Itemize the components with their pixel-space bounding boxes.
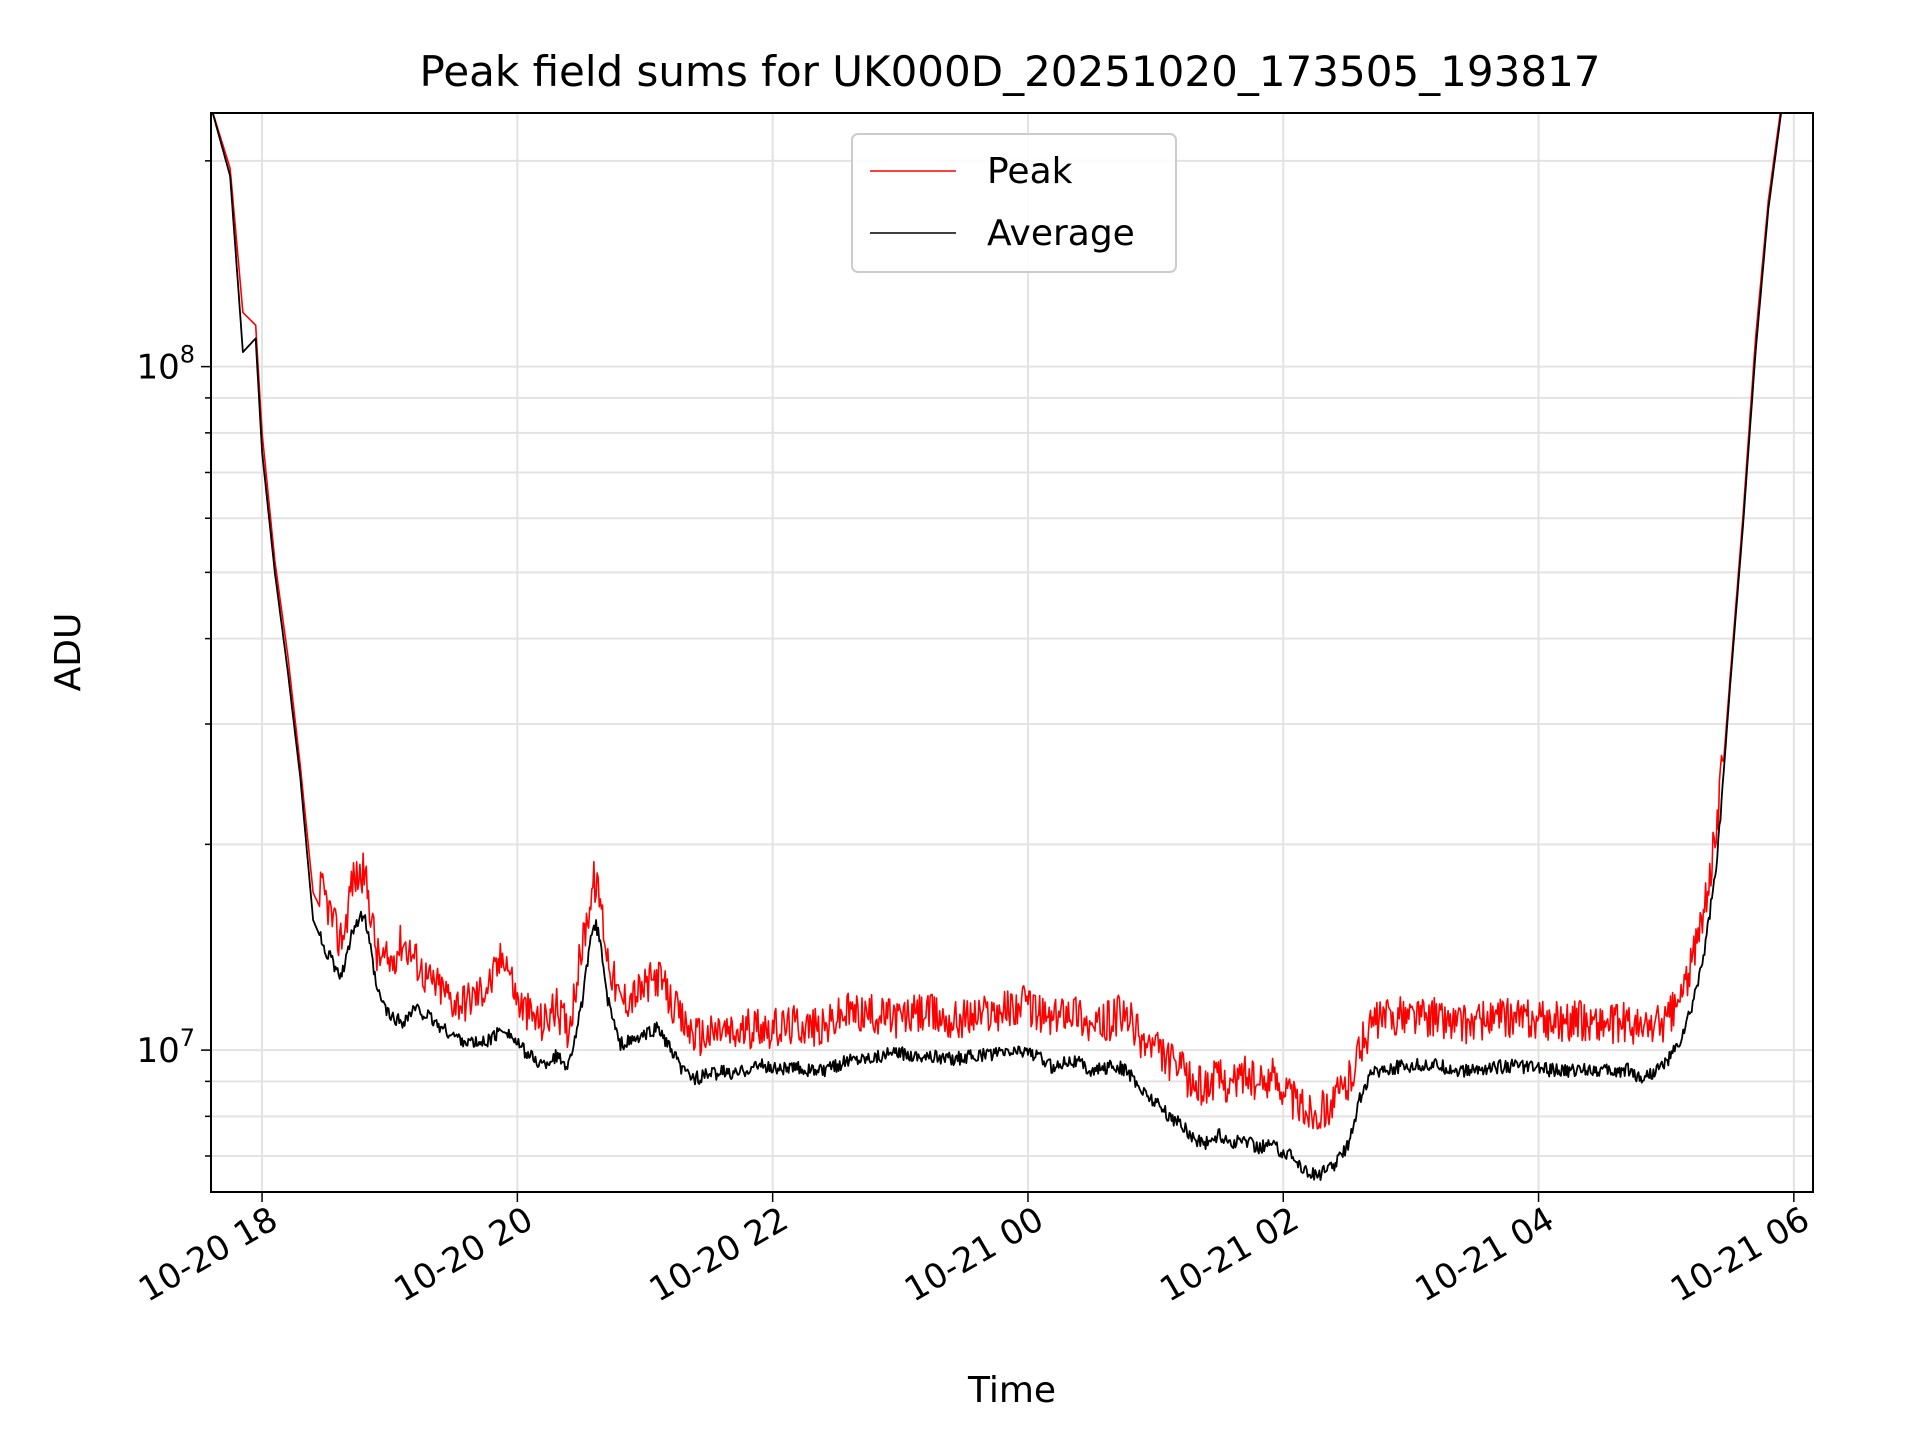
plot-frame — [210, 112, 1814, 1193]
series-lines — [211, 113, 1783, 1181]
legend-label-peak: Peak — [987, 151, 1073, 192]
y-tick-label: 108 — [136, 341, 195, 388]
y-axis-label: ADU — [48, 613, 89, 692]
chart-title: Peak field sums for UK000D_20251020_1735… — [419, 47, 1600, 96]
legend-label-average: Average — [987, 213, 1135, 254]
y-tick-label: 107 — [136, 1024, 195, 1071]
legend: Peak Average — [851, 133, 1177, 273]
series-line-average — [211, 113, 1783, 1181]
x-axis-label: Time — [967, 1370, 1056, 1411]
series-line-peak — [212, 113, 1782, 1130]
legend-box — [851, 133, 1177, 273]
